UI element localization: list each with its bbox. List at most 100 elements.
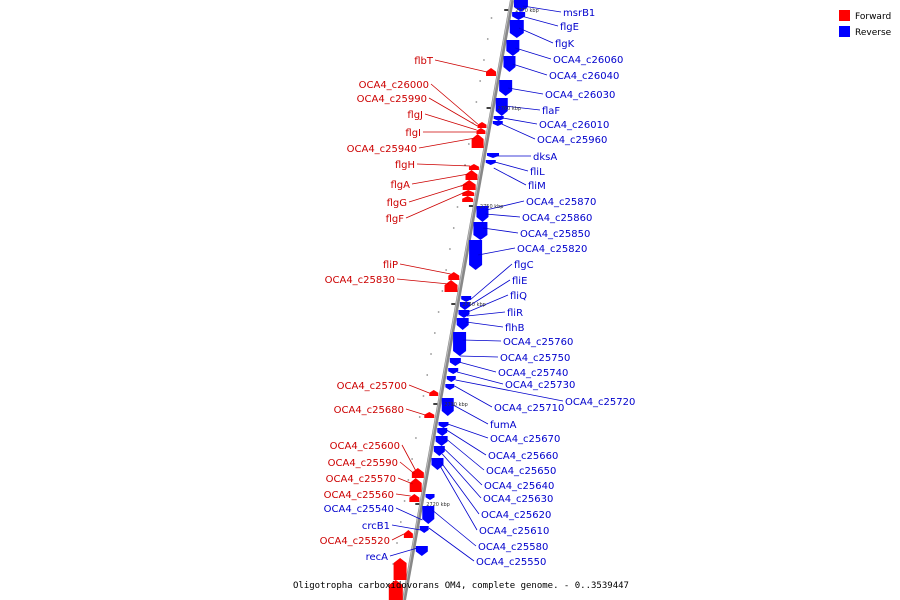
reverse-gene-arrow <box>459 302 470 310</box>
reverse-gene-arrow <box>476 206 489 222</box>
leader-line <box>459 355 499 358</box>
leader-line <box>416 163 471 167</box>
reverse-gene-arrow <box>487 153 500 158</box>
reverse-gene-label: OCA4_c25860 <box>522 213 592 224</box>
forward-gene-arrow <box>462 180 476 190</box>
leader-group <box>389 5 564 562</box>
leader-line <box>424 113 477 131</box>
leader-line <box>428 527 475 562</box>
forward-gene-arrow <box>448 272 460 280</box>
reverse-gene-label: OCA4_c25620 <box>481 510 551 521</box>
reverse-gene-arrow <box>419 526 429 533</box>
reverse-gene-label: OCA4_c25580 <box>478 542 548 553</box>
leader-line <box>451 403 489 425</box>
reverse-gene-arrow <box>453 332 467 356</box>
reverse-gene-arrow <box>415 546 428 556</box>
reverse-gene-arrow <box>446 376 456 382</box>
leader-line <box>441 453 482 499</box>
reverse-gene-arrow <box>461 296 472 302</box>
forward-gene-label: OCA4_c25520 <box>320 536 390 547</box>
reverse-gene-arrow <box>485 160 496 165</box>
reverse-gene-label: OCA4_c25820 <box>517 244 587 255</box>
forward-gene-label: flgJ <box>407 110 423 121</box>
reverse-gene-label: OCA4_c25650 <box>486 466 556 477</box>
leader-line <box>430 83 478 125</box>
kbp-marker: 2750 kbp <box>480 204 504 210</box>
reverse-gene-arrow <box>437 428 448 436</box>
leader-line <box>469 263 513 301</box>
leader-line <box>465 321 504 328</box>
reverse-gene-arrow <box>425 494 435 500</box>
leader-line <box>391 533 405 541</box>
reverse-gene-label: OCA4_c25850 <box>520 229 590 240</box>
forward-gene-arrow <box>465 170 478 180</box>
leader-line <box>512 63 548 76</box>
forward-gene-arrow <box>388 580 403 600</box>
reverse-gene-arrow <box>503 56 516 72</box>
leader-line <box>455 379 564 402</box>
forward-gene-label: flgF <box>386 214 405 225</box>
leader-line <box>395 493 411 497</box>
leader-line <box>405 191 466 219</box>
reverse-gene-arrow <box>492 121 503 126</box>
forward-gene-label: fliP <box>383 260 398 271</box>
legend-forward-label: Forward <box>855 12 891 22</box>
reverse-gene-label: OCA4_c25660 <box>488 451 558 462</box>
leader-line <box>443 447 483 486</box>
reverse-gene-arrow <box>499 80 513 96</box>
reverse-gene-label: OCA4_c26040 <box>549 71 619 82</box>
legend-reverse-swatch <box>839 26 850 37</box>
leader-line <box>515 47 552 60</box>
leader-line <box>462 339 502 342</box>
leader-line <box>454 385 493 408</box>
forward-gene-label: flgA <box>391 180 411 191</box>
reverse-gene-label: OCA4_c25550 <box>476 557 546 568</box>
leader-line <box>440 461 480 515</box>
reverse-gene-arrow <box>493 116 504 121</box>
reverse-gene-arrow <box>433 446 445 456</box>
leader-line <box>456 371 504 385</box>
legend-reverse-label: Reverse <box>855 28 892 38</box>
reverse-gene-arrow <box>422 506 435 524</box>
reverse-gene-label: flgK <box>555 39 575 50</box>
reverse-gene-label: fliR <box>507 308 523 319</box>
reverse-gene-arrow <box>495 98 508 116</box>
leader-line <box>522 5 562 13</box>
reverse-gene-label: OCA4_c25640 <box>484 481 554 492</box>
reverse-gene-label: OCA4_c26030 <box>545 90 615 101</box>
reverse-gene-label: fumA <box>490 420 517 431</box>
reverse-gene-label: OCA4_c25710 <box>494 403 564 414</box>
reverse-gene-label: OCA4_c25750 <box>500 353 570 364</box>
leader-line <box>408 183 467 203</box>
reverse-gene-label: OCA4_c25720 <box>565 397 635 408</box>
reverse-gene-arrow <box>458 310 470 318</box>
leader-line <box>434 59 488 73</box>
reverse-gene-arrow <box>506 40 520 56</box>
forward-gene-arrow <box>409 478 422 492</box>
reverse-gene-label: OCA4_c26010 <box>539 120 609 131</box>
leader-line <box>494 161 529 172</box>
reverse-gene-arrow <box>473 222 488 240</box>
forward-gene-label: OCA4_c25940 <box>347 144 417 155</box>
forward-gene-label: OCA4_c25590 <box>328 458 398 469</box>
leader-line <box>439 465 478 531</box>
reverse-gene-arrow <box>469 240 483 270</box>
forward-gene-arrow <box>462 190 475 196</box>
reverse-gene-label: fliM <box>528 181 546 192</box>
leader-line <box>485 213 521 218</box>
forward-gene-arrow <box>471 134 484 148</box>
leader-line <box>501 123 536 140</box>
reverse-gene-label: flgC <box>514 260 534 271</box>
forward-gene-arrow <box>429 390 439 396</box>
reverse-gene-label: OCA4_c25610 <box>479 526 549 537</box>
map-caption: Oligotropha carboxidovorans OM4, complet… <box>293 581 629 591</box>
reverse-gene-label: OCA4_c25730 <box>505 380 575 391</box>
leader-line <box>391 524 421 531</box>
forward-gene-arrow <box>486 68 497 76</box>
kbp-group: 2770 kbp 2760 kbp 2750 kbp 2740 kbp 2730 kbp… <box>415 8 539 508</box>
leader-line <box>467 294 509 313</box>
reverse-gene-arrow <box>449 358 461 366</box>
reverse-gene-label: OCA4_c26060 <box>553 55 623 66</box>
genome-backbone <box>402 0 514 600</box>
